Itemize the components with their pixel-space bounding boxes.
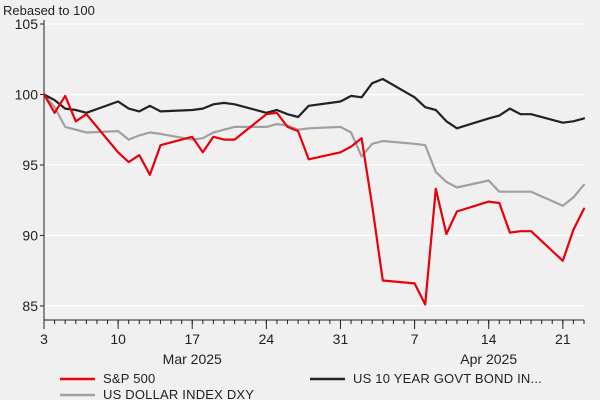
x-tick-label: 10 [110, 331, 126, 347]
y-tick-label: 105 [15, 16, 39, 32]
legend-label: US DOLLAR INDEX DXY [103, 387, 254, 400]
axes: 85 90 95 100 105 3 10 17 24 31 7 14 21 Mar 2025 Apr 20… [15, 16, 585, 367]
series-line-0 [42, 93, 586, 306]
y-tick-label: 90 [22, 227, 38, 243]
y-tick-label: 100 [15, 86, 39, 102]
x-tick-label: 7 [411, 331, 419, 347]
y-tick-label: 95 [22, 157, 38, 173]
x-tick-label: 21 [555, 331, 571, 347]
legend-label: US 10 YEAR GOVT BOND IN... [353, 371, 542, 386]
series-line-2 [42, 93, 586, 207]
x-month-label: Mar 2025 [163, 351, 222, 367]
x-tick-label: 31 [333, 331, 349, 347]
x-tick-label: 3 [40, 331, 48, 347]
series-lines [42, 77, 586, 306]
gridlines [44, 23, 584, 307]
chart-subtitle: Rebased to 100 [3, 3, 95, 18]
x-month-label: Apr 2025 [460, 351, 517, 367]
x-tick-label: 14 [481, 331, 497, 347]
series-line-1 [42, 77, 586, 130]
x-tick-label: 24 [259, 331, 275, 347]
x-tick-label: 17 [184, 331, 200, 347]
y-tick-label: 85 [22, 298, 38, 314]
legend: S&P 500 US 10 YEAR GOVT BOND IN... US DOLL… [60, 371, 542, 400]
legend-label: S&P 500 [103, 371, 155, 386]
